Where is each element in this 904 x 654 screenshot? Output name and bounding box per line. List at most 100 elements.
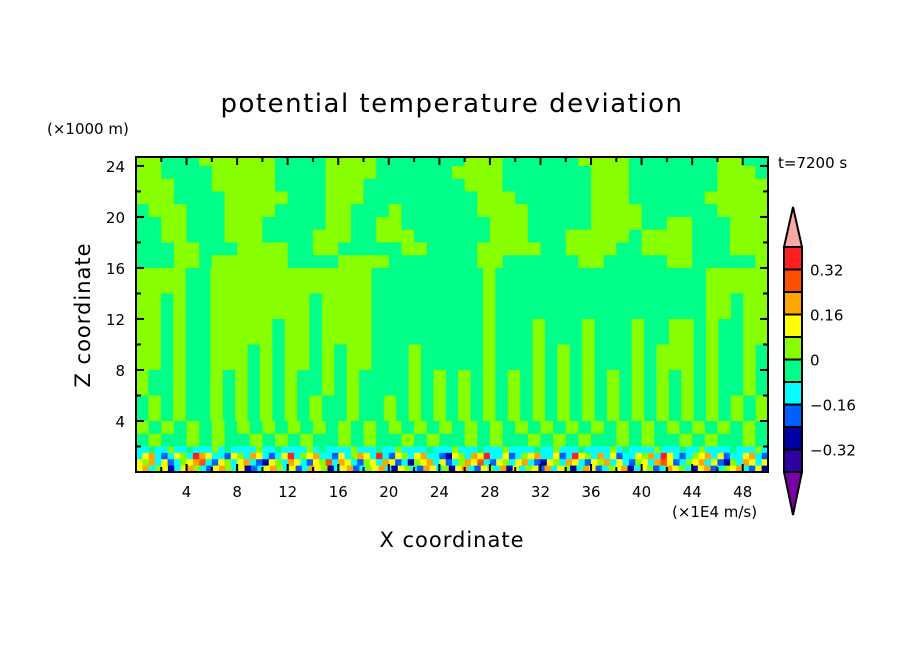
colorbar-label: 0 [810,352,820,370]
x-tick-label: 20 [379,483,398,501]
contour-cell [697,465,705,473]
contour-cell [376,452,383,460]
contour-cell [325,420,339,435]
contour-cell [489,459,497,467]
colorbar-swatch [783,313,803,338]
contour-cell [426,420,440,435]
contour-cell [154,459,162,467]
contour-cell [173,344,187,371]
contour-cell [136,191,175,205]
contour-cell [464,420,478,435]
contour-cell [565,242,617,256]
contour-cell [729,465,737,473]
contour-cell [199,420,213,435]
contour-cell [136,242,175,256]
contour-cell [646,465,654,473]
contour-cell [628,165,718,180]
contour-cell [237,459,244,467]
contour-cell [704,420,718,435]
contour-cell [294,459,301,467]
contour-cell [210,267,372,294]
contour-cell [338,433,352,447]
contour-cell [186,216,225,231]
contour-cell [154,446,169,454]
contour-cell [464,433,478,447]
contour-cell [420,459,428,467]
contour-cell [363,459,371,467]
contour-cell [448,465,456,473]
contour-cell [142,465,150,473]
contour-cell [621,465,629,473]
colorbar-swatch [783,448,803,473]
contour-cell [640,465,648,473]
contour-cell [338,242,402,256]
contour-cell [224,204,276,218]
contour-cell [275,433,289,447]
contour-cell [193,465,201,473]
contour-cell [321,293,372,320]
contour-cell [211,420,225,435]
contour-cell [578,255,605,269]
contour-cell [742,420,756,435]
contour-cell [186,204,225,218]
contour-cell [272,344,286,371]
contour-cell [173,446,188,454]
contour-cell [455,465,463,473]
contour-cell [628,191,706,205]
contour-cell [262,459,270,467]
contour-cell [489,229,529,243]
contour-cell [136,178,175,192]
contour-cell [743,395,757,422]
contour-cell [499,465,507,473]
contour-cell [635,452,643,460]
contour-cell [225,465,233,473]
contour-cell [275,420,289,435]
contour-cell [603,452,611,460]
contour-cell [312,446,320,454]
contour-cell [527,420,541,435]
contour-cell [521,452,529,460]
contour-cell [584,446,611,454]
contour-cell [161,229,188,243]
contour-cell [237,242,289,256]
contour-cell [142,459,150,467]
contour-cell [483,459,491,467]
contour-cell [185,267,211,294]
contour-cell [761,452,769,460]
contour-cell [507,369,521,396]
contour-cell [616,242,643,256]
contour-cell [755,369,769,396]
contour-cell [167,446,175,454]
contour-cell [445,395,459,422]
contour-cell [371,267,484,294]
contour-cell [371,318,484,345]
contour-cell [338,255,390,269]
contour-cell [653,465,660,473]
contour-cell [445,369,459,396]
contour-cell [591,452,598,460]
contour-cell [706,267,769,294]
contour-cell [489,433,504,447]
contour-cell [173,318,187,345]
contour-cell [243,452,251,460]
contour-cell [666,459,674,467]
contour-cell [346,465,354,473]
contour-cell [557,369,571,396]
contour-cell [711,459,718,467]
contour-cell [148,420,162,435]
contour-cell [382,452,390,460]
contour-cell [489,216,529,231]
contour-cell [710,465,718,473]
contour-cell [527,459,535,467]
contour-cell [235,369,249,396]
contour-cell [426,459,434,467]
contour-cell [557,465,565,473]
contour-cell [160,395,174,422]
contour-cell [275,446,282,454]
contour-cell [584,459,592,467]
contour-cell [656,395,670,422]
contour-cell [136,204,150,218]
contour-cell [321,395,348,422]
contour-cell [458,369,472,396]
contour-cell [136,433,150,447]
